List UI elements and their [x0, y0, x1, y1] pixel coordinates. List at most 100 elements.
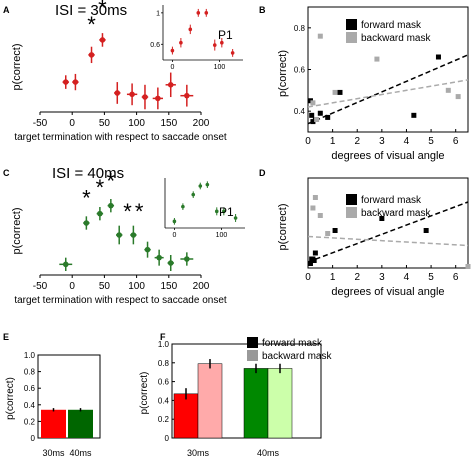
- x-tick-label: 1: [330, 272, 336, 283]
- data-point: [317, 33, 323, 39]
- data-point: [129, 91, 135, 98]
- legend-entry: backward mask: [262, 351, 332, 362]
- y-tick-label: 0.4: [294, 107, 306, 116]
- bar: [197, 363, 223, 439]
- data-point: [307, 261, 313, 266]
- x-tick-label: 4: [404, 272, 410, 283]
- data-point: [156, 254, 162, 261]
- panel-letter: D: [259, 168, 266, 178]
- data-point: [317, 110, 323, 116]
- y-axis-label: p(correct): [277, 50, 289, 97]
- inset-data-point: [220, 40, 224, 45]
- data-point: [317, 213, 323, 218]
- x-tick-label: 6: [453, 136, 459, 147]
- x-axis-label: target termination with respect to sacca…: [14, 295, 227, 306]
- legend-entry: forward mask: [361, 195, 422, 206]
- y-tick-label: 0.2: [158, 415, 170, 424]
- x-tick-label: 200: [193, 118, 210, 129]
- data-point: [325, 231, 331, 236]
- data-point: [379, 216, 385, 221]
- bar: [173, 393, 199, 439]
- x-tick-label: 2: [354, 136, 360, 147]
- bar: [68, 409, 93, 438]
- y-axis-label: p(correct): [5, 377, 16, 420]
- y-tick-label: 1.0: [158, 340, 170, 349]
- inset-data-point: [198, 184, 203, 188]
- inset-y-tick-label: 0.6: [150, 42, 160, 49]
- panel-title: ISI = 30ms: [55, 2, 127, 19]
- y-tick-label: 0.2: [24, 417, 36, 426]
- data-point: [72, 79, 79, 85]
- bar: [267, 368, 293, 439]
- y-tick-label: 0.4: [24, 401, 36, 410]
- x-tick-label: 6: [453, 272, 459, 283]
- y-axis-label: p(correct): [139, 372, 150, 415]
- category-label: 40ms: [257, 448, 280, 458]
- x-tick-label: 150: [160, 281, 177, 292]
- y-tick-label: 1.0: [24, 351, 36, 360]
- data-point: [332, 228, 338, 233]
- y-tick-label: 0: [31, 434, 36, 443]
- data-point: [332, 89, 338, 95]
- inset-y-tick-label: 1: [156, 10, 160, 17]
- data-point: [455, 94, 461, 100]
- y-tick-label: 0.6: [24, 384, 36, 393]
- category-label: 30ms: [42, 448, 65, 458]
- legend-swatch: [346, 194, 357, 205]
- data-point: [314, 117, 320, 122]
- x-tick-label: 150: [160, 118, 177, 129]
- x-tick-label: 1: [330, 136, 336, 147]
- fit-line: [307, 201, 469, 263]
- y-tick-label: 0.4: [158, 396, 170, 405]
- significance-star: *: [107, 168, 116, 193]
- significance-star: *: [123, 199, 132, 224]
- inset-label: P1: [219, 205, 234, 219]
- legend-swatch: [346, 19, 357, 30]
- significance-star: *: [98, 0, 107, 20]
- y-axis-label: p(correct): [277, 203, 289, 250]
- data-point: [88, 52, 95, 58]
- data-point: [311, 258, 317, 263]
- panel-letter: E: [3, 332, 9, 342]
- data-point: [423, 228, 429, 233]
- data-point: [62, 79, 69, 85]
- inset-data-point: [191, 192, 196, 197]
- inset-x-tick-label: 100: [216, 232, 228, 239]
- x-axis-label: target termination with respect to sacca…: [14, 132, 227, 143]
- y-axis-label: p(correct): [11, 207, 23, 254]
- fit-line: [307, 54, 469, 125]
- data-point: [155, 95, 161, 102]
- data-point: [184, 92, 190, 99]
- data-point: [83, 220, 90, 226]
- legend-entry: forward mask: [262, 338, 323, 349]
- inset-data-point: [170, 48, 175, 53]
- category-label: 30ms: [187, 448, 210, 458]
- data-point: [310, 205, 316, 211]
- data-point: [411, 112, 417, 118]
- data-point: [435, 54, 441, 60]
- panel-letter: A: [3, 5, 10, 15]
- inset-data-point: [212, 43, 217, 47]
- x-tick-label: 0: [305, 136, 311, 147]
- y-tick-label: 0.6: [158, 378, 170, 387]
- panel-letter: B: [259, 5, 266, 15]
- data-point: [114, 90, 121, 96]
- data-point: [310, 100, 316, 106]
- legend-swatch: [346, 32, 357, 43]
- inset-data-point: [205, 182, 210, 187]
- significance-star: *: [96, 175, 105, 200]
- data-point: [97, 210, 103, 217]
- x-tick-label: 2: [354, 272, 360, 283]
- x-tick-label: -50: [33, 281, 48, 292]
- inset-data-point: [196, 11, 201, 15]
- significance-star: *: [87, 12, 96, 37]
- x-tick-label: 50: [99, 118, 111, 129]
- plot-frame: [307, 177, 469, 269]
- inset-data-point: [172, 219, 177, 224]
- y-tick-label: 0.6: [294, 66, 306, 75]
- inset-data-point: [181, 204, 185, 209]
- y-tick-label: 0.8: [158, 359, 170, 368]
- x-tick-label: 0: [69, 281, 75, 292]
- x-tick-label: 0: [305, 272, 311, 283]
